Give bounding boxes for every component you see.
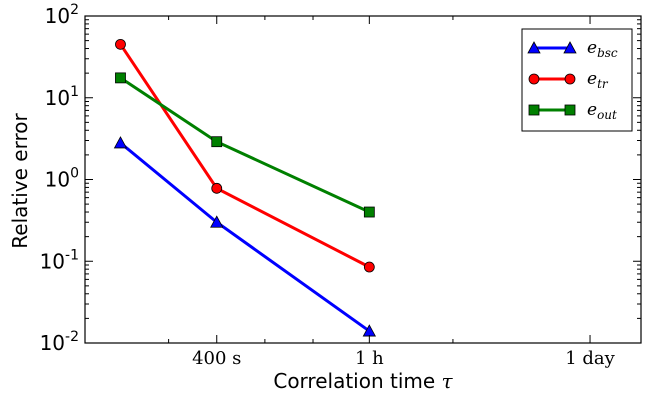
y-tick-exponent: 0 xyxy=(70,166,79,182)
legend-label-tr: etr xyxy=(587,69,609,91)
y-tick-label: 101 xyxy=(45,84,79,110)
data-point-tr xyxy=(363,261,375,273)
legend-label-bsc: ebsc xyxy=(587,38,618,60)
series-line-bsc xyxy=(119,141,371,333)
legend-label-base: e xyxy=(587,69,597,89)
y-tick-label: 10-1 xyxy=(40,247,79,273)
data-point-out xyxy=(211,136,223,148)
x-axis-label: Correlation time τ xyxy=(273,369,453,393)
y-tick-base: 10 xyxy=(45,86,70,110)
legend-marker-tr xyxy=(564,73,576,85)
y-tick-base: 10 xyxy=(40,249,65,273)
legend-marker-bsc xyxy=(563,41,577,54)
x-axis-ticks: 400 s 1 h 1 day xyxy=(168,16,616,369)
y-tick-exponent: 1 xyxy=(70,84,79,100)
legend-label-subscript: bsc xyxy=(597,46,618,60)
legend-marker-tr xyxy=(528,73,540,85)
y-tick-label: 10-2 xyxy=(40,329,79,355)
y-tick-exponent: 2 xyxy=(70,2,79,18)
y-tick-base: 10 xyxy=(45,168,70,192)
y-tick-exponent: -2 xyxy=(65,329,79,345)
y-tick-exponent: -1 xyxy=(65,247,79,263)
x-tick-label: 400 s xyxy=(192,348,241,369)
data-point-bsc xyxy=(113,136,128,149)
x-axis-label-text: Correlation time xyxy=(273,369,435,393)
legend-marker-out xyxy=(528,104,540,116)
y-tick-label: 102 xyxy=(45,2,79,28)
data-point-out xyxy=(115,72,126,84)
y-axis-label: Relative error xyxy=(8,113,32,249)
x-tick-label: 1 day xyxy=(565,348,615,369)
legend-label-subscript: tr xyxy=(597,77,609,91)
data-point-bsc xyxy=(210,215,224,228)
legend-label-subscript: out xyxy=(597,108,617,122)
x-tick-label: 1 h xyxy=(355,348,384,369)
legend-label-base: e xyxy=(587,38,597,58)
legend-label-base: e xyxy=(587,100,597,120)
data-point-tr xyxy=(211,182,223,194)
legend-label-out: eout xyxy=(587,100,617,122)
legend-marker-bsc xyxy=(527,41,541,54)
x-axis-label-symbol: τ xyxy=(442,369,454,393)
y-tick-base: 10 xyxy=(45,4,70,28)
series-layer xyxy=(113,38,377,337)
y-tick-base: 10 xyxy=(40,331,65,355)
y-tick-label: 100 xyxy=(45,166,79,192)
legend-marker-out xyxy=(564,104,576,116)
data-point-out xyxy=(363,206,375,218)
data-point-tr xyxy=(115,38,126,50)
